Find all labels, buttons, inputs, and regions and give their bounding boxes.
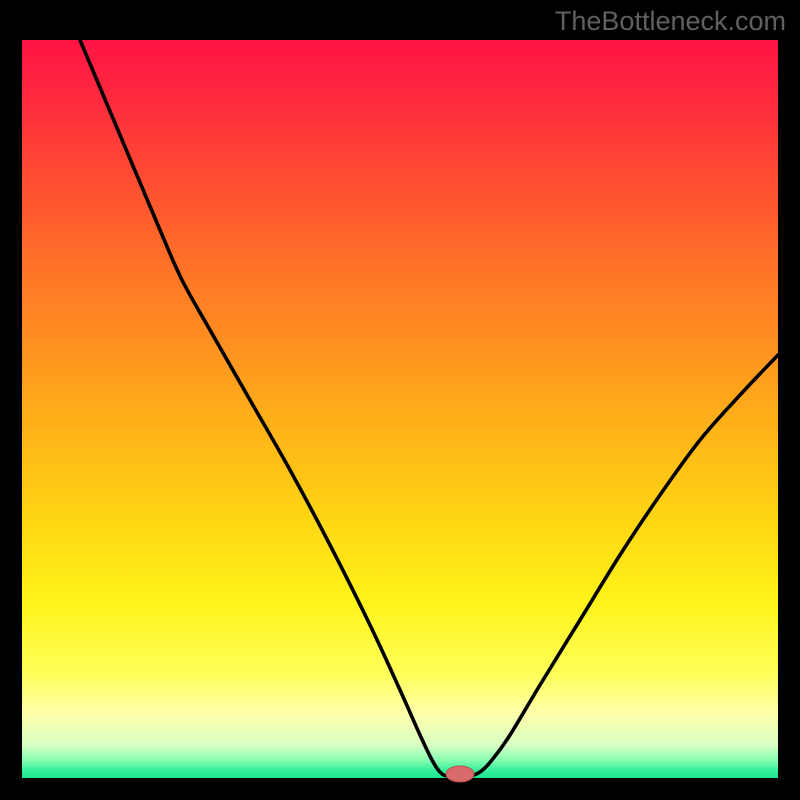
bottleneck-chart [0, 0, 800, 800]
plot-background [22, 40, 778, 778]
chart-container: TheBottleneck.com [0, 0, 800, 800]
watermark-text: TheBottleneck.com [555, 6, 786, 37]
optimum-marker [446, 766, 474, 782]
